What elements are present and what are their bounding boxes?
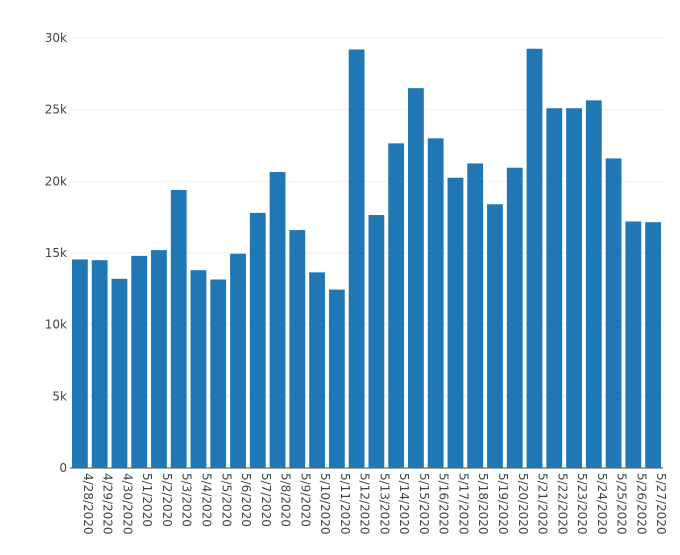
bar: [427, 138, 444, 469]
bar: [566, 108, 582, 468]
x-tick-label: 5/1/2020: [140, 473, 154, 527]
x-tick-label: 5/12/2020: [358, 473, 372, 535]
x-tick-label: 5/8/2020: [279, 473, 293, 527]
x-tick-label: 5/7/2020: [259, 473, 273, 527]
x-tick-label: 5/13/2020: [377, 473, 391, 535]
bar: [487, 204, 503, 468]
bar: [249, 212, 266, 468]
x-tick-label: 5/9/2020: [298, 473, 312, 527]
bar: [546, 108, 563, 468]
x-tick-label: 5/3/2020: [180, 473, 194, 527]
bar: [506, 167, 523, 468]
x-tick-label: 5/21/2020: [536, 473, 550, 535]
x-tick-label: 5/6/2020: [239, 473, 253, 527]
x-tick-label: 5/19/2020: [496, 473, 510, 535]
x-tick-label: 5/22/2020: [555, 473, 569, 535]
x-tick-label: 5/23/2020: [575, 473, 589, 535]
bars: [71, 48, 662, 469]
x-tick-label: 4/29/2020: [101, 473, 115, 535]
x-tick-label: 5/15/2020: [417, 473, 431, 535]
bar: [309, 272, 325, 468]
x-tick-label: 5/17/2020: [456, 473, 470, 535]
bar: [388, 143, 405, 468]
bar: [269, 172, 286, 468]
y-tick-label: 30k: [45, 31, 67, 45]
bar: [585, 100, 602, 468]
bar: [170, 189, 187, 468]
y-tick-label: 10k: [45, 318, 67, 332]
x-tick-label: 5/10/2020: [318, 473, 332, 535]
x-tick-label: 5/25/2020: [615, 473, 629, 535]
x-tick-label: 4/30/2020: [120, 473, 134, 535]
bar: [111, 278, 128, 468]
y-tick-label: 0: [59, 461, 67, 475]
x-axis-tick-labels: 4/28/2020 4/29/2020 4/30/2020 5/1/2020 5/2/2…: [81, 473, 668, 535]
y-gridlines: [70, 37, 663, 469]
x-tick-label: 5/4/2020: [199, 473, 213, 527]
bar: [91, 260, 108, 468]
x-tick-label: 5/14/2020: [397, 473, 411, 535]
bar: [605, 158, 622, 468]
x-tick-label: 5/5/2020: [219, 473, 233, 527]
x-tick-label: 5/16/2020: [437, 473, 451, 535]
y-tick-label: 20k: [45, 174, 67, 188]
x-tick-label: 5/24/2020: [595, 473, 609, 535]
x-tick-label: 4/28/2020: [81, 473, 95, 535]
x-tick-label: 5/26/2020: [634, 473, 648, 535]
bar: [71, 259, 88, 468]
x-tick-label: 5/27/2020: [654, 473, 668, 535]
y-tick-label: 25k: [45, 103, 67, 117]
bar: [408, 88, 424, 469]
bar: [645, 222, 662, 468]
x-tick-label: 5/18/2020: [476, 473, 490, 535]
bar: [131, 255, 148, 468]
bar: [526, 48, 543, 468]
bar: [467, 163, 484, 468]
bar: [230, 253, 246, 468]
bar: [151, 250, 167, 468]
bar: [328, 289, 345, 468]
x-tick-label: 5/20/2020: [516, 473, 530, 535]
bar: [190, 270, 207, 468]
x-tick-label: 5/11/2020: [338, 473, 352, 535]
y-axis-tick-labels: 0 5k 10k 15k 20k 25k 30k: [45, 31, 67, 475]
bar: [348, 49, 365, 468]
bar: [289, 230, 306, 468]
bar: [368, 215, 385, 468]
x-tick-label: 5/2/2020: [160, 473, 174, 527]
bar: [210, 279, 227, 468]
y-tick-label: 15k: [45, 246, 67, 260]
bar: [447, 177, 464, 468]
y-tick-label: 5k: [52, 389, 67, 403]
bar: [625, 221, 642, 468]
